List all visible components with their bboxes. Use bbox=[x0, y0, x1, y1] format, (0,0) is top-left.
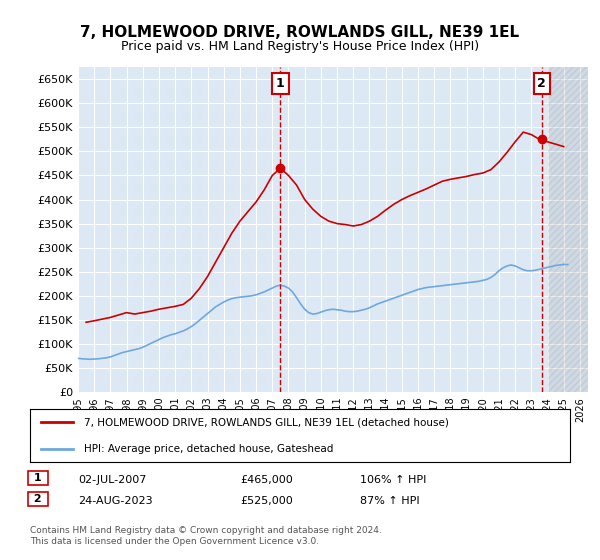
Text: Contains HM Land Registry data © Crown copyright and database right 2024.
This d: Contains HM Land Registry data © Crown c… bbox=[30, 526, 382, 546]
Text: 106% ↑ HPI: 106% ↑ HPI bbox=[360, 475, 427, 485]
Text: £525,000: £525,000 bbox=[240, 496, 293, 506]
Text: 2: 2 bbox=[30, 494, 46, 504]
Text: 02-JUL-2007: 02-JUL-2007 bbox=[78, 475, 146, 485]
Text: 7, HOLMEWOOD DRIVE, ROWLANDS GILL, NE39 1EL (detached house): 7, HOLMEWOOD DRIVE, ROWLANDS GILL, NE39 … bbox=[84, 417, 449, 427]
Text: Price paid vs. HM Land Registry's House Price Index (HPI): Price paid vs. HM Land Registry's House … bbox=[121, 40, 479, 53]
Text: £465,000: £465,000 bbox=[240, 475, 293, 485]
Text: 1: 1 bbox=[276, 77, 285, 90]
Text: 2: 2 bbox=[538, 77, 546, 90]
Text: HPI: Average price, detached house, Gateshead: HPI: Average price, detached house, Gate… bbox=[84, 444, 334, 454]
Text: 24-AUG-2023: 24-AUG-2023 bbox=[78, 496, 152, 506]
Text: 87% ↑ HPI: 87% ↑ HPI bbox=[360, 496, 419, 506]
Text: 1: 1 bbox=[30, 473, 46, 483]
Text: 7, HOLMEWOOD DRIVE, ROWLANDS GILL, NE39 1EL: 7, HOLMEWOOD DRIVE, ROWLANDS GILL, NE39 … bbox=[80, 25, 520, 40]
Bar bbox=[548, 67, 588, 392]
